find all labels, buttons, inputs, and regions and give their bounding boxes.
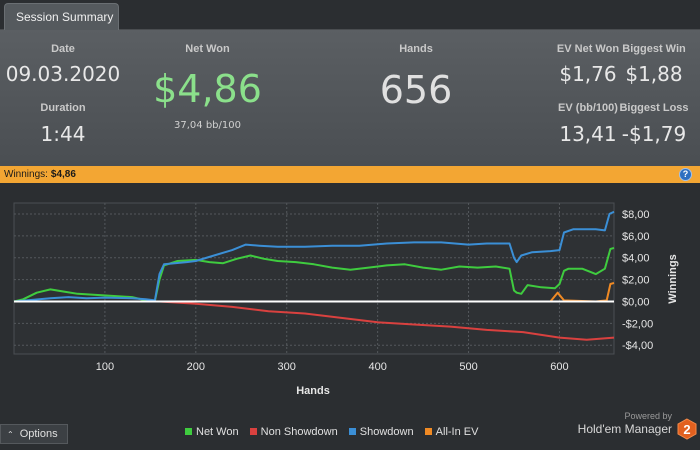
- duration-value: 1:44: [40, 122, 86, 146]
- legend-item-non-showdown[interactable]: Non Showdown: [249, 426, 338, 438]
- biggest-win-value: $1,88: [625, 62, 683, 86]
- x-tick-label: 200: [187, 361, 205, 373]
- holdem-manager-logo-icon: 2: [677, 418, 697, 440]
- legend-label: Net Won: [196, 426, 239, 438]
- chevron-up-icon: ⌃: [7, 430, 14, 439]
- legend-label: All-In EV: [435, 426, 479, 438]
- legend-swatch: [185, 428, 192, 435]
- y-tick-label: $2,00: [622, 275, 650, 287]
- date-value: 09.03.2020: [5, 62, 121, 86]
- legend-item-showdown[interactable]: Showdown: [348, 426, 414, 438]
- series-line-net-won: [13, 246, 615, 303]
- brand-block: Powered by Hold'em Manager: [578, 411, 672, 436]
- x-tick-label: 500: [459, 361, 477, 373]
- options-label: Options: [19, 428, 58, 440]
- y-axis-ticks: $8,00 $6,00 $4,00 $2,00 $0,00 -$2,00 -$4,00: [622, 209, 653, 352]
- ev-bb100-label: EV (bb/100): [558, 102, 618, 114]
- x-tick-label: 100: [96, 361, 114, 373]
- powered-by-label: Powered by: [624, 411, 672, 421]
- legend-swatch: [348, 428, 356, 435]
- biggest-loss-label: Biggest Loss: [619, 102, 689, 114]
- net-won-value: $4,86: [153, 67, 262, 111]
- legend-item-net-won[interactable]: Net Won: [185, 426, 239, 438]
- help-icon[interactable]: ?: [679, 168, 692, 181]
- y-tick-label: $0,00: [622, 296, 650, 308]
- x-axis-ticks: 100 200 300 400 500 600: [96, 361, 569, 373]
- plot-area: [13, 202, 615, 355]
- tab-session-summary[interactable]: Session Summary: [4, 3, 119, 31]
- chart-legend: Net Won Non Showdown Showdown All-In EV: [185, 426, 486, 438]
- legend-label: Non Showdown: [260, 426, 338, 438]
- date-label: Date: [51, 43, 75, 55]
- winnings-bar: Winnings: $4,86 ?: [0, 166, 700, 183]
- x-axis-label: Hands: [296, 385, 330, 397]
- winnings-chart: 100 200 300 400 500 600 $8,00 $6,00 $4,00 $2,00 $…: [0, 183, 700, 450]
- winnings-value: $4,86: [50, 169, 76, 180]
- hands-value: 656: [379, 68, 453, 112]
- ev-net-won-label: EV Net Won: [556, 43, 620, 55]
- x-tick-label: 400: [368, 361, 386, 373]
- options-button[interactable]: ⌃ Options: [0, 424, 68, 444]
- y-tick-label: $4,00: [622, 253, 650, 265]
- y-tick-label: $6,00: [622, 231, 650, 243]
- biggest-loss-value: -$1,79: [621, 122, 687, 146]
- brand-name: Hold'em Manager: [577, 422, 672, 436]
- chart-series: [13, 210, 615, 341]
- y-tick-label: $8,00: [622, 209, 650, 221]
- legend-item-all-in-ev[interactable]: All-In EV: [424, 426, 479, 438]
- legend-swatch: [249, 428, 257, 435]
- hands-label: Hands: [399, 43, 433, 55]
- x-tick-label: 600: [550, 361, 568, 373]
- session-summary-panel: Date 09.03.2020 Duration 1:44 Net Won $4…: [0, 30, 700, 166]
- legend-label: Showdown: [359, 426, 414, 438]
- duration-label: Duration: [40, 102, 86, 114]
- series-line-non-showdown: [14, 300, 615, 341]
- biggest-win-label: Biggest Win: [622, 43, 686, 55]
- series-line-showdown: [13, 210, 615, 303]
- winnings-label: Winnings:: [4, 169, 48, 180]
- legend-swatch: [424, 428, 432, 435]
- net-won-label: Net Won: [185, 43, 230, 55]
- x-tick-label: 300: [278, 361, 296, 373]
- logo-text: 2: [683, 422, 690, 437]
- winnings-graph: 100 200 300 400 500 600 $8,00$6,00$4,00$2,00$…: [13, 202, 679, 397]
- ev-bb100-value: 13,41: [559, 122, 617, 146]
- y-axis-label: Winnings: [667, 254, 679, 303]
- tab-strip: Session Summary: [0, 0, 700, 31]
- y-tick-label: -$4,00: [622, 340, 653, 352]
- ev-net-won-value: $1,76: [559, 62, 617, 86]
- y-tick-label: -$2,00: [622, 318, 653, 330]
- net-won-bb100: 37,04 bb/100: [174, 120, 241, 131]
